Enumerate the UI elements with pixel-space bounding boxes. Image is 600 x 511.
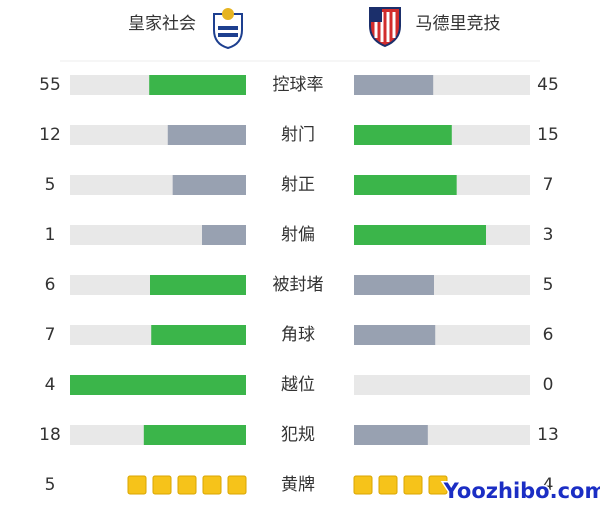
stat-label: 射正 — [281, 175, 315, 195]
stat-label: 角球 — [281, 325, 315, 345]
away-value: 3 — [543, 225, 554, 245]
home-card — [227, 475, 247, 495]
away-bar — [354, 175, 457, 195]
away-value: 7 — [543, 175, 554, 195]
stat-label: 射门 — [281, 125, 315, 145]
away-card — [403, 475, 423, 495]
away-value: 45 — [537, 75, 559, 95]
home-bar — [151, 325, 246, 345]
home-value: 7 — [45, 325, 56, 345]
away-card — [378, 475, 398, 495]
home-value: 1 — [45, 225, 56, 245]
stat-label: 射偏 — [281, 225, 315, 245]
home-team: 皇家社会 — [128, 14, 196, 34]
home-bar — [143, 425, 246, 445]
away-bar — [354, 325, 436, 345]
home-bar — [70, 375, 246, 395]
away-value: 4 — [543, 475, 554, 495]
away-bar — [354, 125, 452, 145]
away-card — [428, 475, 448, 495]
away-card — [353, 475, 373, 495]
away-bar — [354, 425, 428, 445]
away-value: 6 — [543, 325, 554, 345]
away-track — [354, 375, 530, 395]
home-bar — [149, 75, 246, 95]
home-bar — [150, 275, 246, 295]
away-team: 马德里竞技 — [416, 14, 501, 34]
stat-label: 控球率 — [273, 75, 324, 95]
home-card — [202, 475, 222, 495]
watermark: Yoozhibo.com — [443, 479, 600, 503]
away-value: 5 — [543, 275, 554, 295]
away-bar — [354, 75, 434, 95]
home-value: 6 — [45, 275, 56, 295]
stat-label: 被封堵 — [273, 275, 324, 295]
home-value: 5 — [45, 475, 56, 495]
stat-label: 越位 — [281, 375, 315, 395]
away-value: 13 — [537, 425, 559, 445]
stat-label: 黄牌 — [281, 475, 315, 495]
home-bar — [167, 125, 246, 145]
home-bar — [202, 225, 246, 245]
home-value: 55 — [39, 75, 61, 95]
away-logo — [369, 7, 401, 48]
home-card — [152, 475, 172, 495]
home-value: 5 — [45, 175, 56, 195]
away-bar — [354, 275, 434, 295]
home-value: 18 — [39, 425, 61, 445]
home-value: 12 — [39, 125, 61, 145]
away-bar — [354, 225, 486, 245]
stat-label: 犯规 — [281, 425, 315, 445]
home-bar — [172, 175, 246, 195]
home-value: 4 — [45, 375, 56, 395]
away-value: 15 — [537, 125, 559, 145]
away-value: 0 — [543, 375, 554, 395]
home-logo — [213, 8, 243, 50]
home-card — [127, 475, 147, 495]
home-card — [177, 475, 197, 495]
